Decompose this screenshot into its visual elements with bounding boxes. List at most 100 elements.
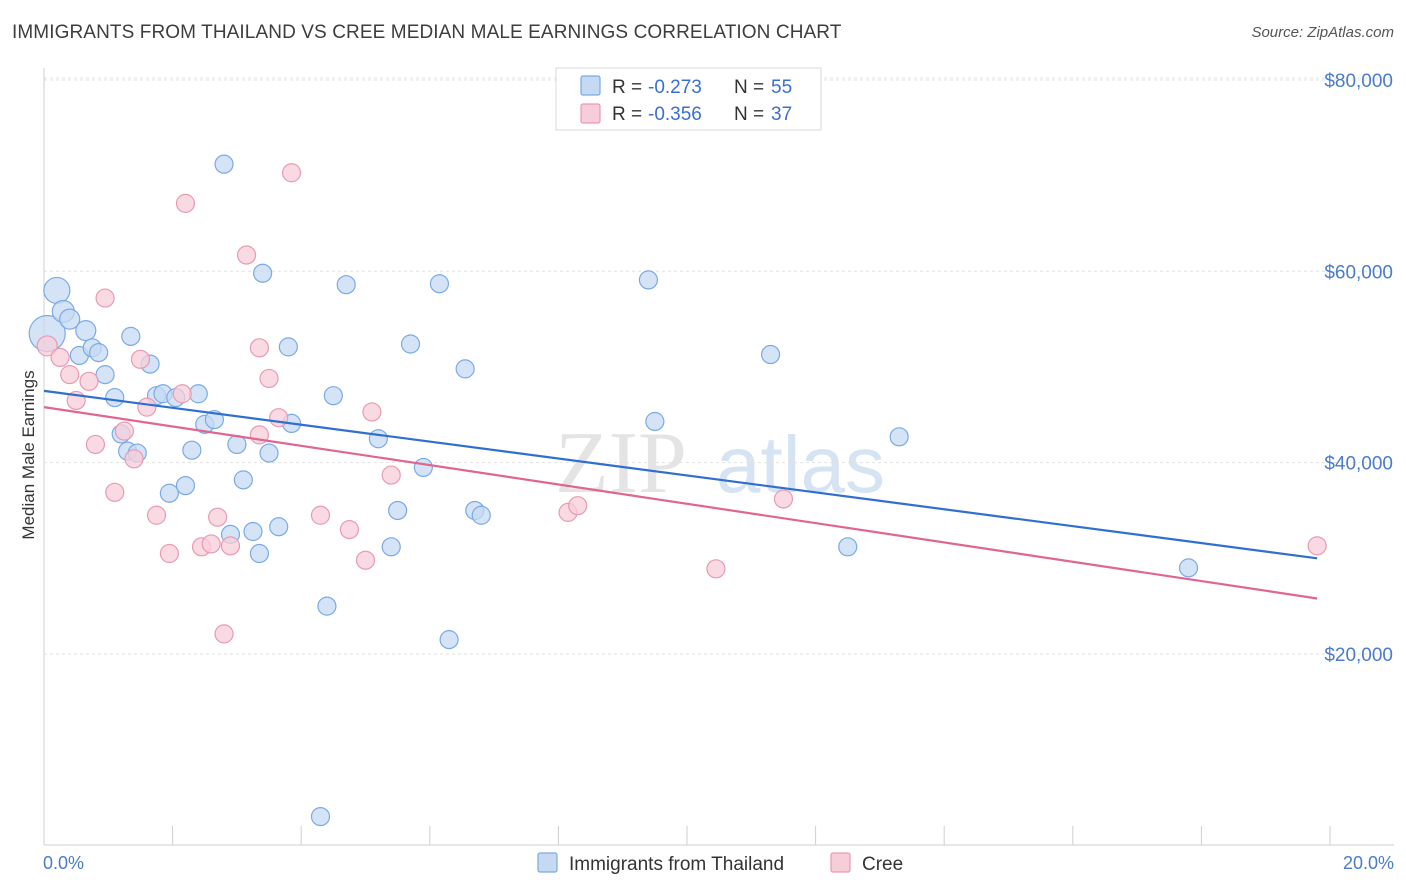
legend-r-label-1: R =: [612, 77, 642, 98]
legend-r-value-2: -0.356: [648, 104, 702, 125]
point-thailand: [175, 475, 196, 496]
point-thailand: [388, 500, 408, 521]
point-thailand: [336, 275, 356, 295]
point-cree: [214, 624, 234, 644]
point-thailand: [259, 443, 279, 463]
point-thailand: [159, 483, 179, 503]
legend-n-label-1: N =: [734, 77, 764, 98]
point-cree: [220, 536, 241, 556]
point-cree: [146, 505, 167, 525]
point-thailand: [121, 326, 141, 346]
trendline-cree: [43, 406, 1318, 600]
y-axis-label: Median Male Earnings: [19, 370, 38, 539]
point-thailand: [188, 384, 208, 404]
y-tick-label: $80,000: [1324, 71, 1393, 92]
point-cree: [381, 465, 401, 485]
point-cree: [259, 368, 279, 389]
watermark-zip: ZIP: [555, 415, 687, 512]
bottom-legend-label-cree: Cree: [862, 854, 903, 875]
point-thailand: [95, 365, 115, 385]
points-layer: [28, 154, 1327, 827]
legend-r-value-1: -0.273: [648, 77, 702, 98]
point-thailand: [471, 505, 491, 525]
point-thailand: [204, 409, 224, 430]
point-cree: [355, 550, 376, 570]
legend-n-value-1: 55: [771, 77, 792, 98]
bottom-legend-swatch-cree: [830, 852, 851, 873]
y-tick-label: $60,000: [1324, 262, 1393, 283]
point-cree: [124, 449, 144, 469]
point-thailand: [838, 537, 858, 557]
point-thailand: [89, 343, 109, 363]
trendline-thailand: [43, 389, 1318, 560]
point-cree: [362, 402, 382, 422]
source-credit: Source: ZipAtlas.com: [1251, 24, 1394, 41]
bottom-legend-swatch-thailand: [537, 852, 558, 873]
point-cree: [208, 507, 228, 527]
axes: [43, 68, 1394, 846]
legend-n-label-2: N =: [734, 104, 764, 125]
point-thailand: [645, 411, 665, 432]
point-cree: [85, 434, 106, 455]
point-cree: [339, 519, 360, 540]
point-thailand: [439, 630, 459, 650]
x-tick-label-max: 20.0%: [1343, 853, 1394, 873]
point-thailand: [317, 596, 337, 616]
point-cree: [310, 505, 331, 525]
point-thailand: [455, 359, 475, 379]
point-cree: [130, 349, 151, 369]
point-cree: [105, 482, 125, 502]
point-thailand: [278, 337, 298, 357]
point-cree: [114, 421, 134, 441]
point-cree: [137, 397, 157, 417]
point-cree: [60, 365, 80, 385]
point-thailand: [59, 308, 81, 330]
point-thailand: [243, 521, 263, 542]
point-cree: [172, 384, 192, 404]
point-cree: [36, 335, 58, 357]
point-cree: [175, 193, 196, 213]
x-tick-label-min: 0.0%: [43, 853, 84, 873]
point-thailand: [400, 334, 421, 354]
point-thailand: [1178, 558, 1199, 578]
bottom-legend-label-thailand: Immigrants from Thailand: [569, 854, 784, 875]
point-thailand: [760, 344, 781, 365]
point-cree: [568, 496, 588, 516]
point-cree: [79, 371, 99, 391]
point-thailand: [269, 517, 289, 537]
legend-r-label-2: R =: [612, 104, 642, 125]
point-cree: [95, 288, 115, 308]
watermark-atlas: atlas: [716, 420, 885, 509]
point-thailand: [638, 270, 659, 290]
point-cree: [201, 534, 221, 554]
point-thailand: [182, 440, 202, 460]
point-thailand: [429, 274, 450, 294]
series-legend: Immigrants from Thailand Cree: [537, 852, 903, 875]
point-thailand: [249, 543, 270, 564]
point-thailand: [253, 263, 273, 283]
y-tick-labels: $20,000 $40,000 $60,000 $80,000: [1324, 71, 1393, 666]
watermark: ZIP atlas: [555, 415, 885, 512]
y-tick-label: $20,000: [1324, 645, 1393, 666]
point-thailand: [323, 386, 343, 406]
point-thailand: [368, 429, 388, 449]
y-tick-label: $40,000: [1324, 454, 1393, 475]
point-cree: [773, 489, 794, 509]
point-thailand: [381, 537, 401, 557]
point-thailand: [889, 427, 909, 447]
point-cree: [236, 245, 257, 265]
point-thailand: [413, 457, 433, 478]
point-thailand: [105, 387, 125, 408]
point-thailand: [75, 320, 97, 342]
point-cree: [281, 163, 302, 183]
point-thailand: [43, 276, 71, 305]
legend-n-value-2: 37: [771, 104, 792, 125]
point-cree: [269, 408, 289, 428]
point-thailand: [233, 470, 253, 490]
trend-layer: [43, 389, 1318, 600]
legend-swatch-thailand: [580, 75, 601, 96]
point-thailand: [214, 154, 234, 174]
point-cree: [50, 347, 70, 367]
point-cree: [1307, 536, 1327, 556]
